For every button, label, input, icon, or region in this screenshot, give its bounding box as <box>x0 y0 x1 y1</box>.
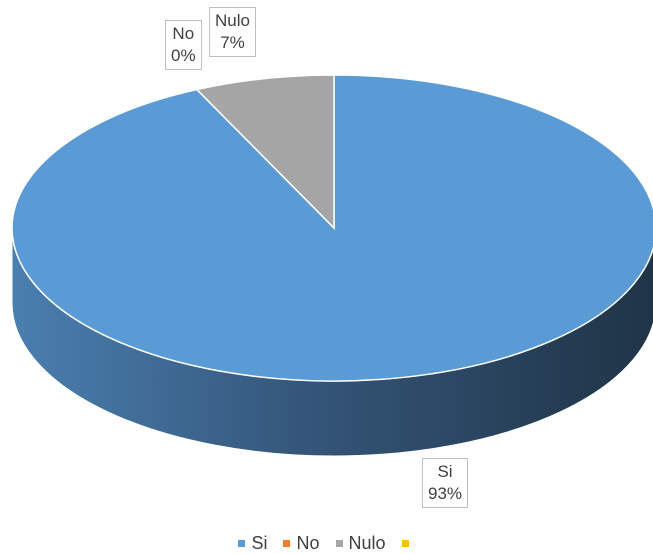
data-label-nulo-value: 7% <box>220 33 245 52</box>
legend-item-si: Si <box>238 533 267 554</box>
legend-label-no: No <box>296 532 320 553</box>
legend-swatch-no <box>283 539 291 547</box>
data-label-no-category: No <box>172 24 195 43</box>
chart-legend: Si No Nulo <box>0 532 653 554</box>
data-label-no-value: 0% <box>171 46 196 65</box>
legend-swatch-si <box>238 539 246 547</box>
data-label-si-category: Si <box>437 462 453 481</box>
data-label-si-value: 93% <box>428 484 463 503</box>
legend-item-no: No <box>283 532 320 554</box>
legend-item-nulo: Nulo <box>335 532 386 554</box>
legend-swatch-nulo <box>335 539 343 547</box>
pie-slices <box>11 74 653 457</box>
legend-item-4 <box>401 539 415 547</box>
data-label-si: Si 93% <box>422 458 469 508</box>
pie-slice-si <box>11 74 653 382</box>
pie-chart <box>11 74 653 457</box>
legend-label-si: Si <box>251 532 268 553</box>
data-label-nulo: Nulo 7% <box>209 7 256 57</box>
data-label-no: No 0% <box>165 20 202 70</box>
legend-label-nulo: Nulo <box>348 532 386 553</box>
pie-slice-nulo <box>195 74 335 230</box>
legend-swatch-4 <box>401 539 409 547</box>
data-label-nulo-category: Nulo <box>215 11 250 30</box>
